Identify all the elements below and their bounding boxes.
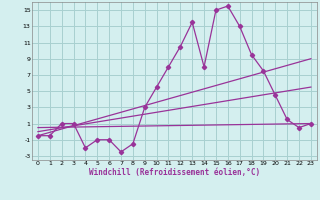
X-axis label: Windchill (Refroidissement éolien,°C): Windchill (Refroidissement éolien,°C) <box>89 168 260 177</box>
